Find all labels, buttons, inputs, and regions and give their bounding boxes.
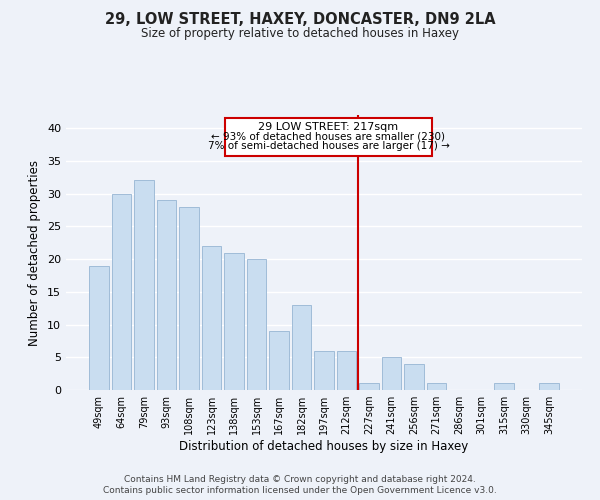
- Text: ← 93% of detached houses are smaller (230): ← 93% of detached houses are smaller (23…: [211, 132, 445, 141]
- Text: 29 LOW STREET: 217sqm: 29 LOW STREET: 217sqm: [259, 122, 398, 132]
- Bar: [247, 259, 266, 390]
- Bar: [359, 384, 379, 390]
- Bar: [224, 252, 244, 390]
- Text: 7% of semi-detached houses are larger (17) →: 7% of semi-detached houses are larger (1…: [208, 141, 449, 151]
- Text: Contains public sector information licensed under the Open Government Licence v3: Contains public sector information licen…: [103, 486, 497, 495]
- Bar: [292, 305, 311, 390]
- FancyBboxPatch shape: [225, 118, 432, 156]
- Bar: [404, 364, 424, 390]
- Bar: [202, 246, 221, 390]
- Bar: [382, 358, 401, 390]
- Bar: [134, 180, 154, 390]
- Text: Contains HM Land Registry data © Crown copyright and database right 2024.: Contains HM Land Registry data © Crown c…: [124, 475, 476, 484]
- Text: Size of property relative to detached houses in Haxey: Size of property relative to detached ho…: [141, 28, 459, 40]
- Bar: [427, 384, 446, 390]
- Text: 29, LOW STREET, HAXEY, DONCASTER, DN9 2LA: 29, LOW STREET, HAXEY, DONCASTER, DN9 2L…: [104, 12, 496, 28]
- Y-axis label: Number of detached properties: Number of detached properties: [28, 160, 41, 346]
- Bar: [179, 206, 199, 390]
- Bar: [112, 194, 131, 390]
- Bar: [157, 200, 176, 390]
- Bar: [314, 350, 334, 390]
- Bar: [89, 266, 109, 390]
- Bar: [337, 350, 356, 390]
- Bar: [269, 331, 289, 390]
- Bar: [494, 384, 514, 390]
- X-axis label: Distribution of detached houses by size in Haxey: Distribution of detached houses by size …: [179, 440, 469, 453]
- Bar: [539, 384, 559, 390]
